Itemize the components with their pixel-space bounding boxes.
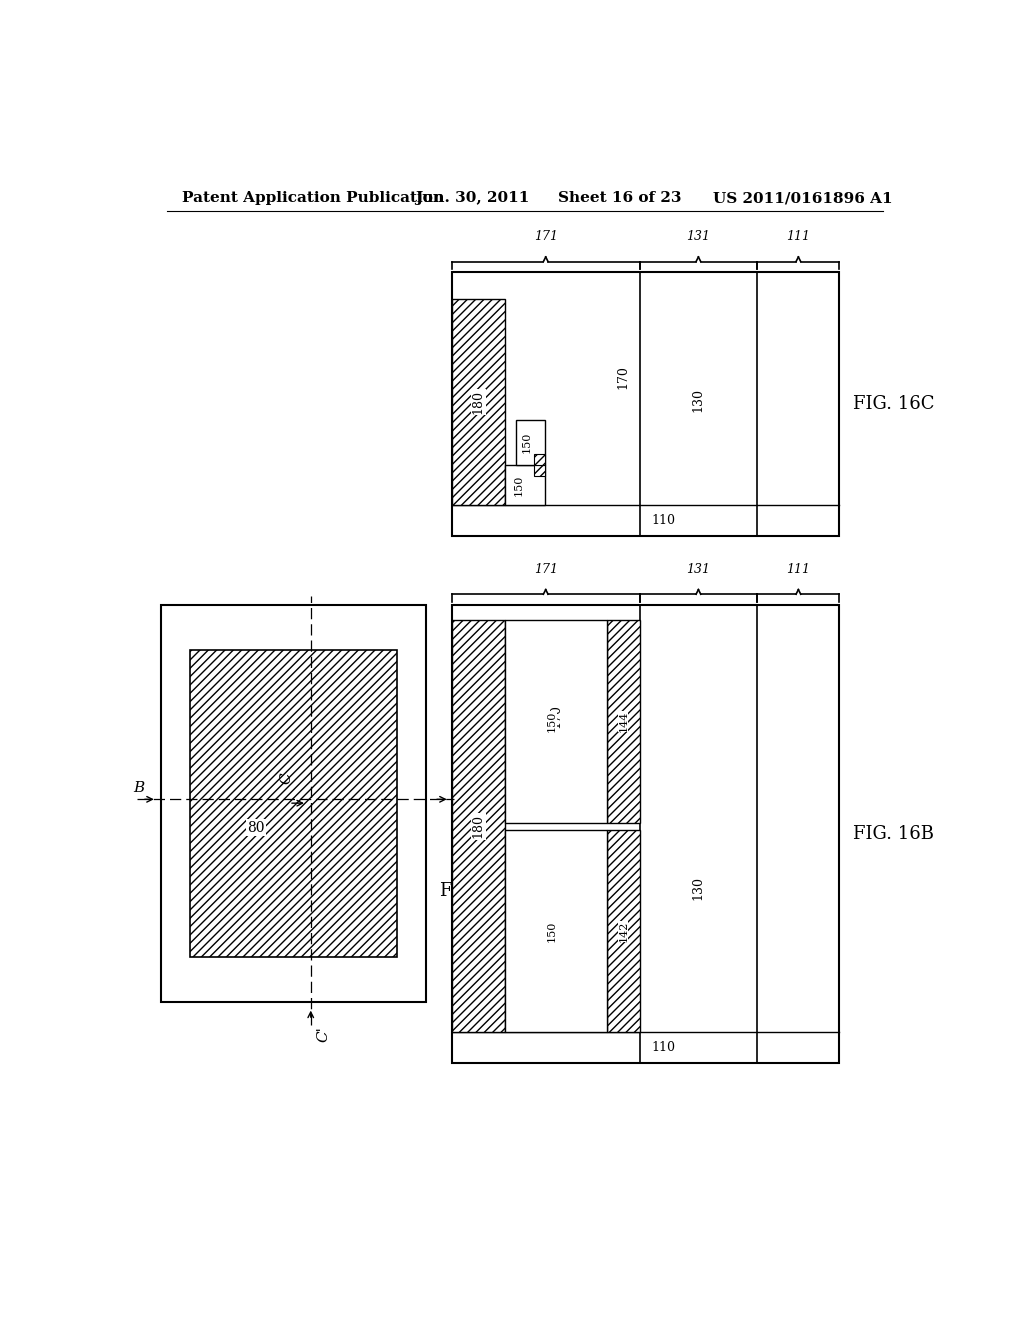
Bar — [452, 300, 505, 506]
Text: 110: 110 — [651, 513, 675, 527]
Text: B: B — [133, 780, 144, 795]
Bar — [161, 605, 426, 1002]
Text: FIG. 16C: FIG. 16C — [853, 395, 935, 413]
Text: 171: 171 — [534, 230, 558, 243]
Bar — [505, 830, 607, 1032]
Text: 142: 142 — [618, 920, 629, 942]
Text: 131: 131 — [686, 230, 711, 243]
Bar — [452, 620, 505, 1032]
Text: 131: 131 — [686, 562, 711, 576]
Text: Patent Application Publication: Patent Application Publication — [182, 191, 444, 206]
Text: 130: 130 — [692, 876, 705, 900]
Bar — [515, 420, 545, 465]
Text: 150: 150 — [514, 474, 523, 495]
Bar — [607, 620, 640, 822]
Text: 130: 130 — [692, 388, 705, 412]
Bar — [452, 272, 840, 536]
Text: Jun. 30, 2011: Jun. 30, 2011 — [415, 191, 529, 206]
Bar — [452, 605, 840, 1063]
Text: 150: 150 — [547, 920, 557, 942]
Bar — [505, 465, 545, 506]
Text: 80: 80 — [248, 821, 265, 834]
Bar — [607, 830, 640, 1032]
Text: FIG. 16A: FIG. 16A — [440, 882, 521, 899]
Text: 171: 171 — [534, 562, 558, 576]
Text: 180: 180 — [472, 391, 484, 414]
Text: 144: 144 — [618, 710, 629, 733]
Text: Sheet 16 of 23: Sheet 16 of 23 — [558, 191, 682, 206]
Bar — [535, 465, 545, 475]
Text: FIG. 16B: FIG. 16B — [853, 825, 934, 843]
Bar — [505, 620, 607, 822]
Text: 111: 111 — [786, 230, 810, 243]
Text: 110: 110 — [651, 1041, 675, 1055]
Text: 150: 150 — [521, 432, 531, 453]
Text: 170: 170 — [549, 704, 562, 727]
Text: US 2011/0161896 A1: US 2011/0161896 A1 — [713, 191, 893, 206]
Text: 111: 111 — [786, 562, 810, 576]
Bar — [535, 454, 545, 465]
Text: 170: 170 — [616, 366, 629, 389]
Text: 150: 150 — [547, 710, 557, 733]
Text: C: C — [279, 772, 293, 784]
Text: C': C' — [316, 1026, 330, 1041]
Text: 180: 180 — [472, 814, 484, 838]
Text: B': B' — [455, 780, 470, 795]
Bar — [190, 649, 397, 957]
